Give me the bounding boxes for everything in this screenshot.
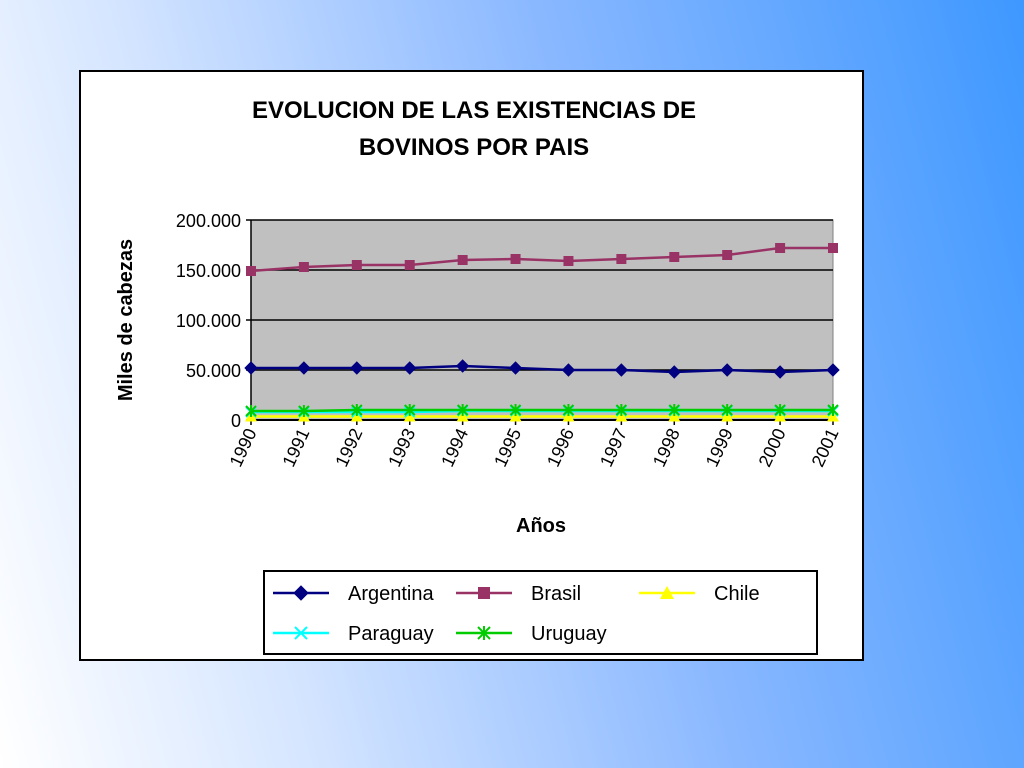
x-tick-label: 1992 xyxy=(331,425,366,470)
data-point xyxy=(245,405,257,417)
series-argentina xyxy=(244,359,840,379)
y-tick-label: 200.000 xyxy=(176,211,241,231)
data-point xyxy=(456,404,469,416)
data-point xyxy=(561,363,576,377)
data-point xyxy=(246,266,256,276)
data-point xyxy=(351,260,362,270)
data-point xyxy=(455,359,470,373)
x-tick-label: 1990 xyxy=(226,425,261,470)
series-lines xyxy=(244,243,840,422)
y-tick-label: 50.000 xyxy=(186,361,241,381)
chart-title-line: EVOLUCION DE LAS EXISTENCIAS DE xyxy=(252,97,696,124)
x-axis-label: Años xyxy=(516,515,566,537)
x-tick-label: 1994 xyxy=(437,425,472,470)
data-point xyxy=(510,254,521,264)
data-point xyxy=(403,361,417,375)
data-point xyxy=(562,404,575,416)
data-point xyxy=(827,404,839,416)
data-point xyxy=(826,363,840,377)
series-brasil xyxy=(246,243,838,276)
data-point xyxy=(477,626,491,640)
data-point xyxy=(615,404,628,416)
x-tick-label: 2001 xyxy=(808,425,843,470)
data-point xyxy=(614,363,629,377)
legend-item-brasil: Brasil xyxy=(456,583,581,605)
legend-label: Brasil xyxy=(531,583,581,605)
data-point xyxy=(669,252,680,262)
data-point xyxy=(616,254,627,264)
data-point xyxy=(773,365,787,379)
data-point xyxy=(563,256,574,266)
data-point xyxy=(667,365,681,379)
series-line xyxy=(251,408,833,413)
series-line xyxy=(251,364,834,374)
data-point xyxy=(297,361,311,375)
data-point xyxy=(720,363,734,377)
y-axis-label: Miles de cabezas xyxy=(115,239,137,401)
legend-item-argentina: Argentina xyxy=(273,583,434,605)
data-point xyxy=(351,404,363,416)
x-tick-label: 1993 xyxy=(384,425,419,470)
x-tick-label: 1998 xyxy=(649,425,684,470)
data-point xyxy=(404,404,416,416)
data-point xyxy=(457,255,468,265)
x-tick-label: 1997 xyxy=(596,425,631,470)
data-point xyxy=(722,250,733,260)
legend-box xyxy=(263,570,818,655)
legend: Argentina Brasil Chile Paraguay Uruguay xyxy=(263,570,818,655)
data-point xyxy=(298,262,309,272)
data-point xyxy=(721,404,733,416)
data-point xyxy=(660,586,674,599)
x-tick-labels: 1990 1991 1992 1993 1994 1995 1996 1997 1998 1999… xyxy=(226,425,843,470)
data-point xyxy=(828,243,838,253)
data-point xyxy=(293,585,309,601)
legend-item-chile: Chile xyxy=(639,583,760,605)
data-point xyxy=(775,243,786,253)
data-point xyxy=(774,404,786,416)
y-tick-label: 150.000 xyxy=(176,261,241,281)
data-point xyxy=(294,626,308,640)
series-uruguay xyxy=(245,404,839,417)
data-point xyxy=(478,587,490,599)
legend-label: Chile xyxy=(714,583,760,605)
y-tick-labels: 0 50.000 100.000 150.000 200.000 xyxy=(176,211,241,431)
chart: EVOLUCION DE LAS EXISTENCIAS DE BOVINOS P… xyxy=(115,97,843,655)
legend-label: Paraguay xyxy=(348,623,434,645)
data-point xyxy=(404,260,415,270)
x-tick-label: 1991 xyxy=(278,425,313,470)
chart-frame: EVOLUCION DE LAS EXISTENCIAS DE BOVINOS P… xyxy=(79,70,864,661)
data-point xyxy=(508,361,523,375)
data-point xyxy=(668,404,680,416)
y-tick-label: 0 xyxy=(231,411,241,431)
x-tick-label: 1995 xyxy=(490,425,525,470)
chart-title-line: BOVINOS POR PAIS xyxy=(359,134,589,161)
chart-title: EVOLUCION DE LAS EXISTENCIAS DE BOVINOS P… xyxy=(252,97,696,161)
data-point xyxy=(298,405,310,417)
data-point xyxy=(350,361,364,375)
legend-label: Argentina xyxy=(348,583,434,605)
data-point xyxy=(244,361,258,375)
x-tick-label: 2000 xyxy=(755,425,790,470)
y-tick-label: 100.000 xyxy=(176,311,241,331)
x-tick-label: 1999 xyxy=(702,425,737,470)
legend-item-uruguay: Uruguay xyxy=(456,623,607,645)
series-line xyxy=(250,246,833,273)
legend-label: Uruguay xyxy=(531,623,607,645)
legend-item-paraguay: Paraguay xyxy=(273,623,434,645)
data-point xyxy=(509,404,522,416)
x-tick-label: 1996 xyxy=(543,425,578,470)
